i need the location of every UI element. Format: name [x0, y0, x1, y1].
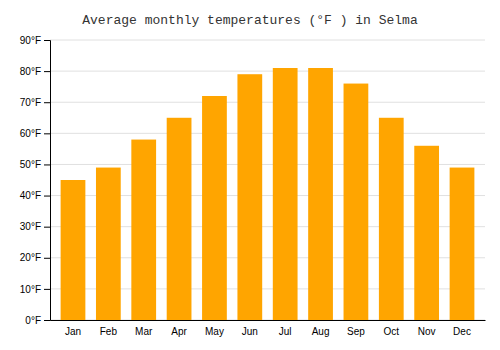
y-tick-mark [44, 164, 50, 165]
bar [96, 168, 121, 320]
bar [379, 118, 404, 320]
grid-line [50, 40, 485, 41]
y-tick-label: 80°F [20, 66, 41, 77]
y-tick-mark [44, 196, 50, 197]
y-tick-label: 70°F [20, 97, 41, 108]
x-tick: Jan [65, 326, 81, 337]
x-tick-label: Dec [453, 326, 471, 337]
grid-line [50, 133, 485, 134]
y-tick-label: 30°F [20, 221, 41, 232]
x-tick-label: Sep [347, 326, 365, 337]
y-tick-label: 50°F [20, 159, 41, 170]
y-tick: 50°F [20, 159, 50, 170]
x-tick-label: Oct [383, 326, 399, 337]
bar [167, 118, 192, 320]
y-tick-mark [44, 102, 50, 103]
x-tick: Dec [453, 326, 471, 337]
x-tick: Sep [347, 326, 365, 337]
x-tick: Aug [312, 326, 330, 337]
grid [50, 40, 485, 320]
grid-line [50, 102, 485, 103]
y-tick: 80°F [20, 66, 50, 77]
x-axis: Jan Feb Mar Apr May Jun Jul Aug Sep Oct Nov Dec [51, 321, 486, 338]
bar [202, 96, 227, 320]
y-tick-mark [44, 227, 50, 228]
y-tick: 30°F [20, 221, 50, 232]
plot: 0°F 10°F 20°F 30°F 40°F 50°F 60°F 70°F 80°F 90°F J… [20, 35, 486, 337]
y-tick-label: 10°F [20, 284, 41, 295]
y-tick-mark [44, 71, 50, 72]
y-tick: 70°F [20, 97, 50, 108]
y-tick: 20°F [20, 252, 50, 263]
x-tick: Mar [135, 326, 153, 337]
x-tick: Jul [279, 326, 292, 337]
y-tick: 0°F [25, 315, 50, 326]
grid-line [50, 71, 485, 72]
y-tick: 40°F [20, 190, 50, 201]
bar [344, 84, 369, 320]
x-tick-label: Jul [279, 326, 292, 337]
y-tick-label: 20°F [20, 252, 41, 263]
bar [237, 74, 262, 320]
y-tick: 10°F [20, 284, 50, 295]
y-axis-line [44, 41, 51, 321]
y-tick: 60°F [20, 128, 50, 139]
y-tick-mark [44, 133, 50, 134]
x-tick: Apr [171, 326, 187, 337]
x-tick-label: Jan [65, 326, 81, 337]
bar [308, 68, 333, 320]
y-tick-label: 90°F [20, 35, 41, 46]
y-tick-label: 0°F [25, 315, 41, 326]
x-tick: Jun [242, 326, 258, 337]
chart: 0°F 10°F 20°F 30°F 40°F 50°F 60°F 70°F 80°F 90°F J… [0, 0, 500, 350]
y-tick-mark [44, 40, 50, 41]
bar [61, 180, 86, 320]
x-axis-line [51, 320, 486, 321]
y-axis: 0°F 10°F 20°F 30°F 40°F 50°F 60°F 70°F 80°F 90°F [20, 35, 51, 326]
x-tick-label: Mar [135, 326, 153, 337]
x-tick-label: Jun [242, 326, 258, 337]
y-tick-label: 40°F [20, 190, 41, 201]
x-tick-label: Apr [171, 326, 187, 337]
title: Average monthly temperatures (°F ) in Se… [82, 13, 418, 28]
bar [273, 68, 298, 320]
x-tick-label: Aug [312, 326, 330, 337]
x-tick: May [205, 326, 224, 337]
y-tick-mark [44, 320, 50, 321]
y-tick-mark [44, 289, 50, 290]
x-tick-label: Nov [418, 326, 436, 337]
bar [450, 168, 475, 320]
y-tick-mark [44, 258, 50, 259]
y-tick: 90°F [20, 35, 50, 46]
bars [61, 68, 475, 320]
x-tick: Oct [383, 326, 399, 337]
bar [414, 146, 439, 320]
x-tick: Feb [100, 326, 118, 337]
x-tick-label: May [205, 326, 224, 337]
x-tick: Nov [418, 326, 436, 337]
bar [131, 140, 156, 320]
y-tick-label: 60°F [20, 128, 41, 139]
x-tick-label: Feb [100, 326, 118, 337]
